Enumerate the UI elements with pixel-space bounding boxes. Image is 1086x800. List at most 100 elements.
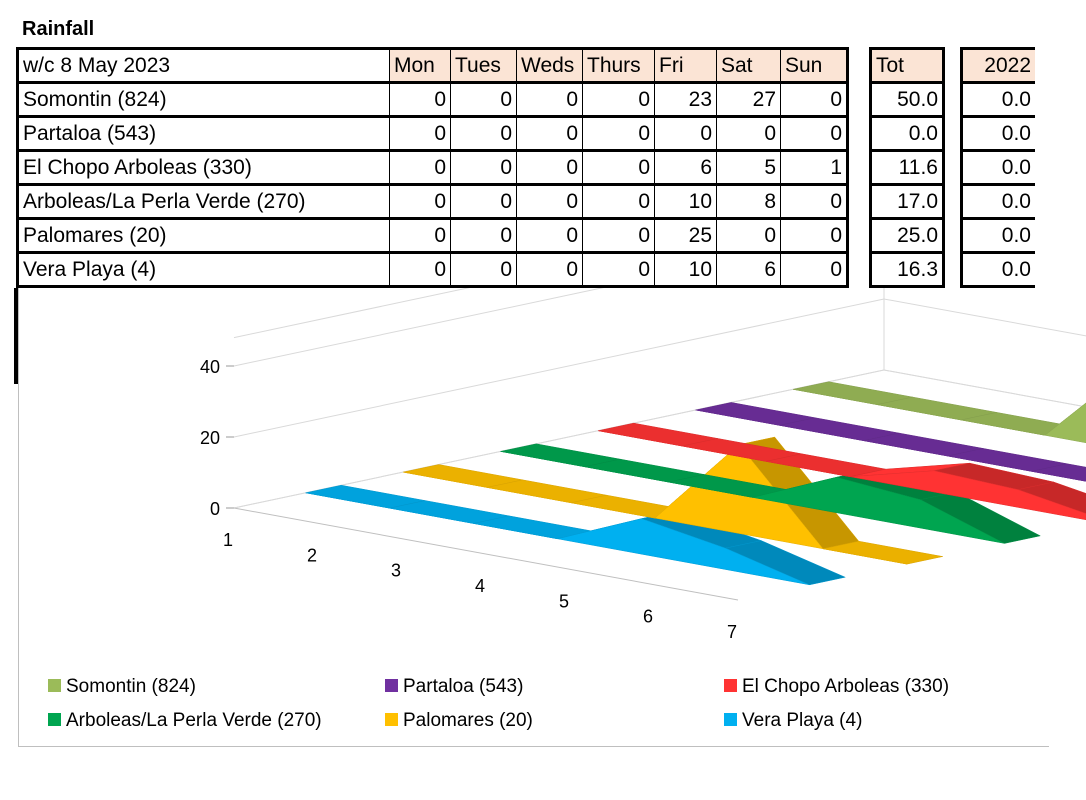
y-gridline xyxy=(233,288,604,367)
day-header: Tues xyxy=(450,48,517,83)
total-header: Tot xyxy=(870,48,944,83)
x-axis-line xyxy=(233,507,739,601)
rain-value: 0 xyxy=(780,184,848,219)
rain-value: 0 xyxy=(780,252,848,287)
site-name: Arboleas/La Perla Verde (270) xyxy=(17,184,390,219)
rain-value: 0 xyxy=(716,116,781,151)
table-row: Arboleas/La Perla Verde (270) 0 0 0 0 10… xyxy=(17,184,848,219)
rain-value: 0 xyxy=(582,82,655,117)
rainfall-3d-area-chart: 0 20 40 1 2 3 4 5 6 7 xyxy=(200,288,1086,642)
rain-value: 0 xyxy=(516,218,583,253)
day-header: Thurs xyxy=(582,48,655,83)
rain-value: 0 xyxy=(450,82,517,117)
table-left-border xyxy=(14,288,19,384)
table-row: Partaloa (543) 0 0 0 0 0 0 0 xyxy=(17,116,848,151)
rain-value: 8 xyxy=(716,184,781,219)
legend-item: Palomares (20) xyxy=(385,710,533,732)
rain-value: 6 xyxy=(716,252,781,287)
rain-value: 0 xyxy=(716,218,781,253)
rain-value: 0 xyxy=(389,82,451,117)
total-value: 50.0 xyxy=(870,82,944,117)
total-value: 11.6 xyxy=(870,150,944,185)
rain-value: 23 xyxy=(654,82,717,117)
rain-value: 0 xyxy=(450,218,517,253)
rain-value: 0 xyxy=(582,184,655,219)
rain-value: 0 xyxy=(582,252,655,287)
rain-value: 0 xyxy=(516,116,583,151)
day-header: Sat xyxy=(716,48,781,83)
site-name: Vera Playa (4) xyxy=(17,252,390,287)
site-name: Palomares (20) xyxy=(17,218,390,253)
x-tick-label: 6 xyxy=(643,607,653,627)
legend-label: Palomares (20) xyxy=(403,710,533,731)
legend-swatch xyxy=(385,679,398,692)
series-ribbon-top xyxy=(1031,463,1086,482)
legend-item: Somontin (824) xyxy=(48,676,196,698)
day-header: Sun xyxy=(780,48,848,83)
legend-swatch xyxy=(385,713,398,726)
totals-table: Tot 50.0 0.0 11.6 17.0 25.0 16.3 xyxy=(869,47,945,288)
y-tick-label: 20 xyxy=(200,428,220,448)
legend-item: Partaloa (543) xyxy=(385,676,523,698)
total-value: 25.0 xyxy=(870,218,944,253)
rain-value: 0 xyxy=(780,82,848,117)
rain-value: 6 xyxy=(654,150,717,185)
prev-year-value: 0.0 xyxy=(961,116,1035,151)
legend-swatch xyxy=(48,679,61,692)
series-area xyxy=(305,492,810,586)
rain-value: 0 xyxy=(450,252,517,287)
total-value: 0.0 xyxy=(870,116,944,151)
rain-value: 1 xyxy=(780,150,848,185)
rain-value: 0 xyxy=(582,218,655,253)
x-tick-label: 5 xyxy=(559,591,569,611)
legend-label: Partaloa (543) xyxy=(403,676,524,697)
x-tick-label: 7 xyxy=(727,622,737,642)
week-label: w/c 8 May 2023 xyxy=(17,48,390,83)
legend-label: Vera Playa (4) xyxy=(742,710,863,731)
series-area xyxy=(500,451,1005,544)
rain-value: 0 xyxy=(516,252,583,287)
legend-swatch xyxy=(724,679,737,692)
rain-value: 0 xyxy=(450,150,517,185)
rain-value: 10 xyxy=(654,184,717,219)
y-gridline xyxy=(233,369,1086,509)
table-header-row: w/c 8 May 2023 Mon Tues Weds Thurs Fri S… xyxy=(17,48,848,83)
prev-year-value: 0.0 xyxy=(961,252,1035,287)
rainfall-daily-table: w/c 8 May 2023 Mon Tues Weds Thurs Fri S… xyxy=(16,47,849,288)
rain-value: 0 xyxy=(389,116,451,151)
rain-value: 0 xyxy=(389,218,451,253)
series-area xyxy=(695,409,1086,482)
series-area xyxy=(597,430,1086,521)
rain-value: 0 xyxy=(780,116,848,151)
site-name: El Chopo Arboleas (330) xyxy=(17,150,390,185)
x-tick-label: 3 xyxy=(391,561,401,581)
prev-year-value: 0.0 xyxy=(961,82,1035,117)
rain-value: 0 xyxy=(780,218,848,253)
legend-label: Somontin (824) xyxy=(66,676,196,697)
rain-value: 0 xyxy=(516,184,583,219)
table-row: El Chopo Arboleas (330) 0 0 0 0 6 5 1 xyxy=(17,150,848,185)
y-gridline xyxy=(233,298,1086,438)
day-header: Fri xyxy=(654,48,717,83)
table-row: Somontin (824) 0 0 0 0 23 27 0 xyxy=(17,82,848,117)
day-header: Weds xyxy=(516,48,583,83)
total-value: 16.3 xyxy=(870,252,944,287)
legend-swatch xyxy=(724,713,737,726)
rain-value: 0 xyxy=(450,116,517,151)
legend-item: Vera Playa (4) xyxy=(724,710,862,732)
legend-item: Arboleas/La Perla Verde (270) xyxy=(48,710,322,732)
rain-value: 0 xyxy=(582,150,655,185)
series-area xyxy=(792,389,1086,444)
day-header: Mon xyxy=(389,48,451,83)
table-row: Palomares (20) 0 0 0 0 25 0 0 xyxy=(17,218,848,253)
total-value: 17.0 xyxy=(870,184,944,219)
y-tick-label: 40 xyxy=(200,357,220,377)
rain-value: 10 xyxy=(654,252,717,287)
x-tick-label: 2 xyxy=(307,545,317,565)
legend-item: El Chopo Arboleas (330) xyxy=(724,676,949,698)
prev-year-value: 0.0 xyxy=(961,150,1035,185)
sheet-title: Rainfall xyxy=(22,18,95,40)
legend-label: Arboleas/La Perla Verde (270) xyxy=(66,710,322,731)
prev-year-value: 0.0 xyxy=(961,184,1035,219)
prev-year-value: 0.0 xyxy=(961,218,1035,253)
